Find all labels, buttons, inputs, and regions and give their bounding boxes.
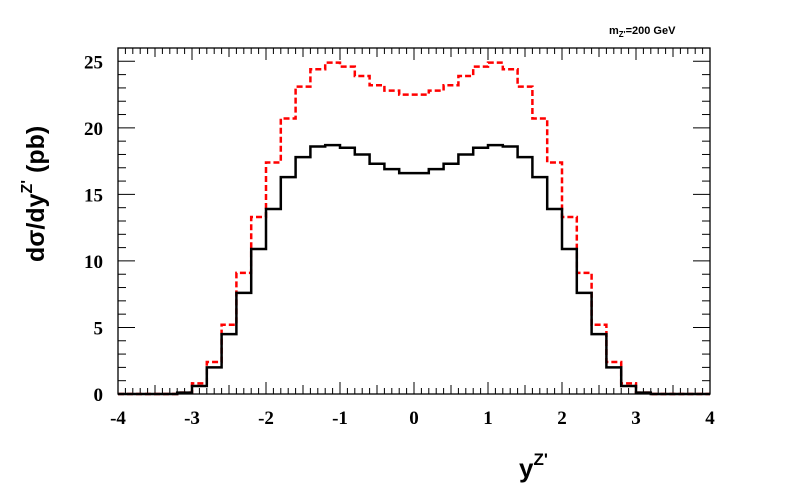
y-axis-title-superscript: Z': [19, 180, 36, 194]
x-tick-label: 1: [483, 408, 493, 429]
axis-ticks: [117, 47, 711, 395]
x-tick-label: 4: [705, 408, 715, 429]
mass-annotation: mZ'=200 GeV: [609, 25, 676, 39]
x-tick-label: -2: [258, 408, 274, 429]
series-red-dashed-line: [118, 61, 710, 396]
mass-annotation-subscript: Z': [619, 30, 626, 39]
y-tick-label: 0: [94, 385, 104, 406]
x-tick-label: 3: [631, 408, 641, 429]
y-tick-label: 15: [84, 185, 103, 206]
y-tick-label: 5: [94, 318, 104, 339]
y-tick-label: 10: [84, 252, 103, 273]
series-layer: [118, 61, 710, 396]
x-tick-label: 2: [557, 408, 567, 429]
x-tick-label: -1: [332, 408, 348, 429]
y-tick-label: 25: [84, 52, 103, 73]
x-tick-label: 0: [409, 408, 419, 429]
y-axis-title: dσ/dyZ' (pb): [19, 126, 50, 262]
x-tick-label: -4: [110, 408, 126, 429]
tick-labels: -4 -3 -2 -1 0 1 2 3 4 0 5 10 15 20 25: [84, 52, 715, 429]
x-tick-label: -3: [184, 408, 200, 429]
series-black-solid-line: [118, 143, 710, 396]
y-tick-label: 20: [84, 119, 103, 140]
x-axis-title: yZ': [519, 450, 548, 483]
plot-frame: [117, 47, 711, 395]
x-axis-title-superscript: Z': [533, 450, 547, 469]
